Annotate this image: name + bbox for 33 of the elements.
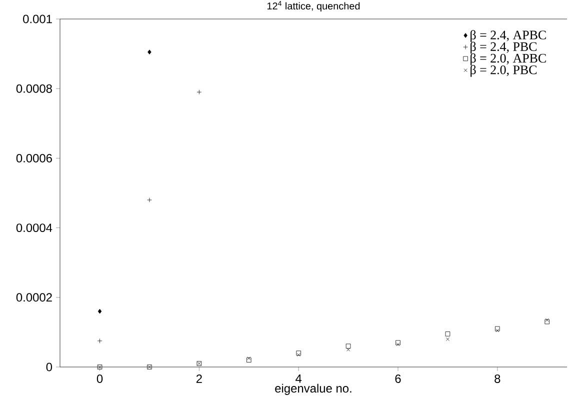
y-tick-label: 0.0008 bbox=[16, 84, 52, 93]
point bbox=[396, 340, 400, 346]
y-tick-label: 0.0006 bbox=[16, 154, 52, 162]
point bbox=[495, 326, 500, 332]
x-tick-label: 0 bbox=[96, 374, 103, 383]
x-tick-label: 8 bbox=[494, 374, 500, 383]
x-tick-label: 4 bbox=[296, 374, 302, 383]
point bbox=[346, 348, 350, 352]
point bbox=[296, 350, 301, 356]
chart-title: 12$^{4}$ lattice, quenched bbox=[267, 1, 360, 12]
point bbox=[544, 319, 550, 324]
point bbox=[446, 337, 450, 341]
legend-label: β = 2.0, PBC bbox=[470, 64, 537, 77]
point bbox=[545, 318, 549, 322]
x-axis-title: eigenvalue no. bbox=[275, 384, 352, 395]
point bbox=[247, 356, 251, 360]
y-tick-label: 0.001 bbox=[23, 14, 52, 24]
point bbox=[296, 353, 300, 357]
y-tick-label: 0 bbox=[46, 362, 52, 372]
point bbox=[346, 344, 351, 349]
point bbox=[396, 342, 400, 346]
legend-label: β = 2.4, APBC bbox=[470, 30, 546, 42]
y-tick-label: 0.0004 bbox=[16, 224, 52, 232]
point bbox=[98, 308, 102, 314]
point bbox=[445, 332, 450, 336]
point bbox=[246, 358, 252, 362]
point bbox=[496, 328, 500, 332]
point bbox=[148, 50, 152, 54]
x-tick-label: 6 bbox=[395, 374, 401, 383]
legend-label: β = 2.0, APBC bbox=[470, 53, 546, 66]
x-tick-label: 2 bbox=[196, 374, 202, 383]
legend-label: β = 2.4, PBC bbox=[470, 42, 537, 54]
y-tick-label: 0.0002 bbox=[16, 293, 52, 302]
